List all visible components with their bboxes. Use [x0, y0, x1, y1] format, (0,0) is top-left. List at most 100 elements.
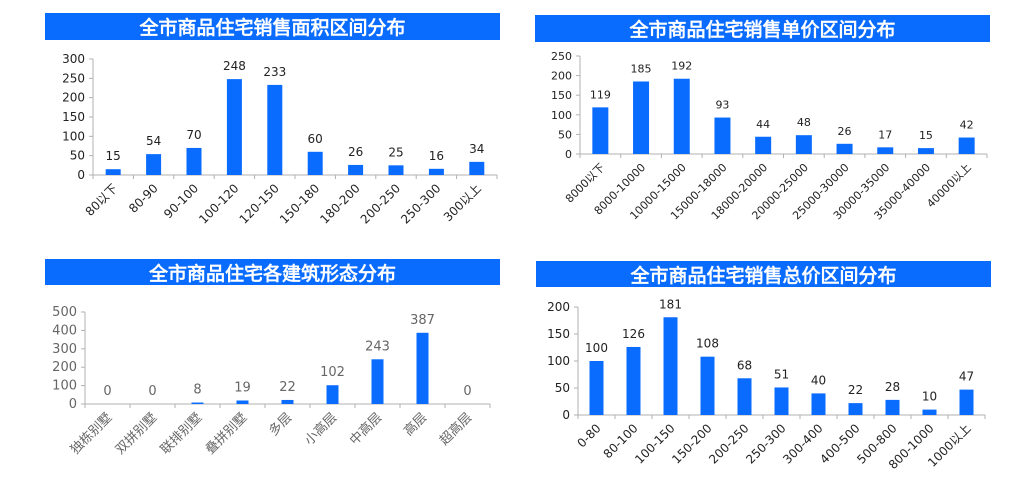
- y-tick-label: 400: [52, 323, 77, 338]
- data-label: 48: [797, 116, 811, 129]
- data-label: 108: [696, 337, 719, 351]
- data-label: 70: [186, 128, 201, 142]
- bar: [348, 164, 364, 175]
- y-tick-label: 50: [555, 381, 570, 395]
- data-label: 19: [234, 381, 251, 396]
- data-label: 68: [737, 358, 752, 372]
- data-label: 243: [365, 339, 390, 354]
- y-tick-label: 500: [52, 305, 77, 320]
- data-label: 44: [756, 118, 770, 131]
- y-tick-label: 0: [69, 397, 77, 412]
- bar: [428, 168, 444, 175]
- data-label: 181: [659, 297, 682, 311]
- data-label: 47: [959, 370, 974, 384]
- bar: [877, 147, 894, 154]
- y-tick-label: 100: [547, 354, 570, 368]
- chart-title-total-price: 全市商品住宅销售总价区间分布: [536, 261, 991, 287]
- y-tick-label: 250: [62, 71, 85, 85]
- data-label: 192: [671, 60, 692, 73]
- y-tick-label: 200: [62, 91, 85, 105]
- data-label: 119: [590, 88, 611, 101]
- data-label: 60: [308, 132, 323, 146]
- category-label: 0-80: [574, 421, 603, 450]
- bar: [592, 107, 609, 154]
- y-tick-label: 100: [551, 109, 572, 122]
- chart-title-unit-price: 全市商品住宅销售单价区间分布: [535, 15, 990, 42]
- bar: [626, 346, 641, 415]
- bar: [388, 165, 404, 175]
- bar: [236, 400, 249, 404]
- chart-title-area: 全市商品住宅销售面积区间分布: [45, 13, 500, 40]
- chart-title-form: 全市商品住宅各建筑形态分布: [45, 259, 500, 285]
- category-label: 150-200: [669, 421, 714, 466]
- bar: [700, 356, 715, 415]
- bar: [836, 143, 853, 154]
- data-label: 126: [622, 327, 645, 341]
- bar: [737, 378, 752, 415]
- data-label: 0: [103, 384, 111, 399]
- bar: [917, 148, 934, 154]
- bar: [469, 161, 485, 175]
- data-label: 15: [106, 149, 121, 163]
- data-label: 0: [463, 384, 471, 399]
- category-label: 200-250: [706, 421, 751, 466]
- bar: [589, 361, 604, 415]
- bar: [848, 403, 863, 415]
- y-tick-label: 50: [558, 128, 572, 141]
- data-label: 40: [811, 373, 826, 387]
- data-label: 102: [320, 365, 345, 380]
- data-label: 387: [410, 313, 435, 328]
- bar: [633, 81, 650, 154]
- bar: [307, 151, 323, 175]
- data-label: 8: [193, 383, 201, 398]
- y-tick-label: 200: [52, 360, 77, 375]
- y-tick-label: 200: [551, 70, 572, 83]
- bar: [105, 169, 121, 175]
- chart-form: 01002003004005000独栋别墅0双拼别墅8联排别墅19叠拼别墅22多…: [52, 305, 491, 458]
- data-label: 28: [885, 380, 900, 394]
- data-label: 25: [388, 145, 403, 159]
- bar: [326, 385, 339, 404]
- category-label: 300-400: [780, 421, 825, 466]
- data-label: 34: [469, 142, 484, 156]
- bar: [416, 332, 429, 404]
- data-label: 16: [429, 149, 444, 163]
- y-tick-label: 200: [547, 300, 570, 314]
- bar: [922, 409, 937, 415]
- bar: [146, 154, 162, 175]
- bar: [795, 135, 812, 154]
- bar: [663, 317, 678, 415]
- bar: [371, 359, 384, 404]
- y-tick-label: 100: [52, 379, 77, 394]
- data-label: 93: [715, 99, 729, 112]
- bar: [267, 84, 283, 175]
- bar: [714, 117, 731, 154]
- y-tick-label: 250: [551, 50, 572, 63]
- data-label: 10: [922, 390, 937, 404]
- data-label: 22: [848, 383, 863, 397]
- category-label: 100-150: [632, 421, 677, 466]
- bar: [958, 137, 975, 154]
- bar: [186, 147, 202, 175]
- y-tick-label: 0: [77, 168, 85, 182]
- data-label: 51: [774, 367, 789, 381]
- y-tick-label: 300: [52, 342, 77, 357]
- bar: [885, 399, 900, 415]
- data-label: 248: [223, 59, 246, 73]
- chart-area: 0501001502002503001580以下5480-907090-1002…: [62, 52, 498, 227]
- bar: [226, 79, 242, 175]
- bar: [811, 393, 826, 415]
- y-tick-label: 0: [565, 148, 572, 161]
- chart-unit-price: 0501001502002501198000以下1858000-10000192…: [551, 50, 988, 222]
- bar: [959, 389, 974, 415]
- data-label: 100: [585, 341, 608, 355]
- y-tick-label: 100: [62, 129, 85, 143]
- bar: [755, 136, 772, 154]
- y-tick-label: 150: [551, 89, 572, 102]
- data-label: 22: [279, 380, 296, 395]
- bar: [191, 402, 204, 404]
- bar: [774, 387, 789, 415]
- data-label: 17: [878, 128, 892, 141]
- category-label: 400-500: [817, 421, 862, 466]
